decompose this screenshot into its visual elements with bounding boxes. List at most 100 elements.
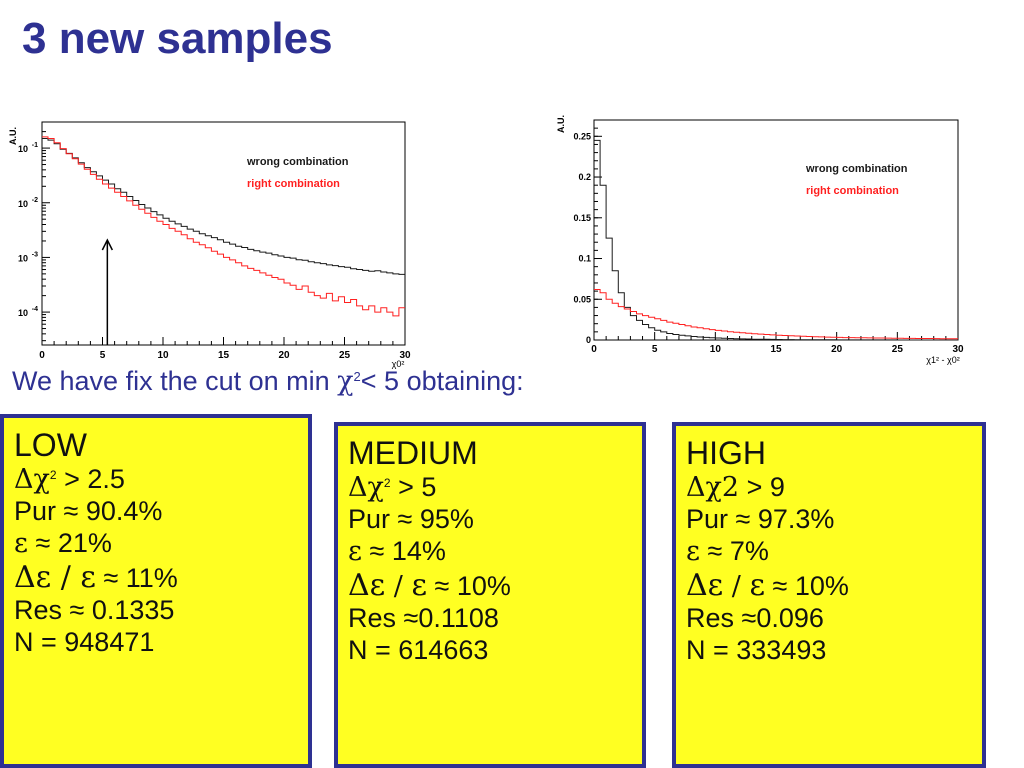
cut-exponent: 2 bbox=[383, 476, 391, 491]
box-purity: Pur ≈ 97.3% bbox=[686, 504, 835, 535]
cut-statement-chi: χ bbox=[337, 366, 354, 397]
legend-entry-wrong: wrong combination bbox=[805, 163, 908, 175]
cut-exponent: 2 bbox=[721, 472, 740, 504]
box-relative-efficiency: Δε / ε ≈ 10% bbox=[686, 568, 972, 603]
box-cut: Δχ2 > 5 bbox=[348, 472, 632, 504]
y-tick-label: 0.15 bbox=[573, 213, 591, 223]
y-tick-exponent: -2 bbox=[32, 197, 38, 204]
slash-symbol: / bbox=[723, 570, 750, 602]
box-cut: Δχ2 > 9 bbox=[686, 472, 972, 504]
low-sample-box: LOW Δχ2 > 2.5 Pur ≈ 90.4% ε ≈ 21% Δε / ε… bbox=[0, 414, 312, 768]
chi-symbol: χ bbox=[705, 472, 722, 504]
y-tick-exponent: -3 bbox=[32, 251, 38, 258]
box-relative-efficiency: Δε / ε ≈ 10% bbox=[348, 568, 632, 603]
box-efficiency: ε ≈ 7% bbox=[686, 536, 972, 568]
y-tick-label: 0.25 bbox=[573, 131, 591, 141]
epsilon-symbol: ε bbox=[348, 536, 362, 568]
efficiency-value: ≈ 7% bbox=[700, 536, 769, 567]
y-tick-label: 10 bbox=[18, 199, 28, 209]
delta-epsilon-symbol: Δε bbox=[686, 567, 724, 603]
y-tick-label: 10 bbox=[18, 308, 28, 318]
high-sample-box: HIGH Δχ2 > 9 Pur ≈ 97.3% ε ≈ 7% Δε / ε ≈… bbox=[672, 422, 986, 768]
y-tick-label: 10 bbox=[18, 253, 28, 263]
x-tick-label: 15 bbox=[218, 350, 230, 361]
delta-epsilon-symbol: Δε bbox=[14, 559, 52, 595]
box-efficiency: ε ≈ 21% bbox=[14, 528, 298, 560]
epsilon-symbol: ε bbox=[749, 567, 766, 603]
epsilon-symbol: ε bbox=[411, 567, 428, 603]
cut-statement-text-after: < 5 obtaining: bbox=[360, 366, 524, 396]
cut-value: > 5 bbox=[390, 472, 437, 503]
x-axis-label: χ0² bbox=[392, 359, 405, 369]
slash-symbol: / bbox=[385, 570, 412, 602]
cut-arrow-head bbox=[101, 238, 114, 251]
y-axis-label: A.U. bbox=[8, 127, 18, 145]
box-label: LOW bbox=[14, 427, 87, 463]
delta-symbol: Δ bbox=[14, 464, 34, 496]
y-tick-exponent: -1 bbox=[32, 142, 38, 149]
y-tick-label: 0.05 bbox=[573, 294, 591, 304]
relative-efficiency-value: ≈ 10% bbox=[765, 570, 849, 601]
x-tick-label: 0 bbox=[39, 350, 45, 361]
box-count: N = 333493 bbox=[686, 635, 827, 666]
plot-frame bbox=[41, 121, 406, 346]
x-tick-label: 20 bbox=[831, 344, 843, 355]
x-tick-label: 30 bbox=[952, 344, 964, 355]
delta-symbol: Δ bbox=[686, 472, 706, 504]
x-tick-label: 5 bbox=[652, 344, 658, 355]
cut-value: > 2.5 bbox=[56, 464, 125, 495]
right-chart-svg: 0 5 10 15 20 25 30 0 0.05 0.1 0.15 0.2 0.25 A.U. χ1² -… bbox=[556, 115, 964, 365]
x-tick-label: 20 bbox=[278, 350, 290, 361]
cut-exponent: 2 bbox=[49, 468, 57, 483]
cut-statement: We have fix the cut on min χ2< 5 obtaini… bbox=[12, 366, 524, 397]
left-chart: 0 5 10 15 20 25 30 10 -1 10 -2 10 -3 10 -4 A.U. χ0² wrong… bbox=[0, 108, 420, 378]
box-count: N = 614663 bbox=[348, 635, 489, 666]
slash-symbol: / bbox=[51, 559, 81, 595]
left-chart-svg: 0 5 10 15 20 25 30 10 -1 10 -2 10 -3 10 -4 A.U. χ0² wrong… bbox=[8, 121, 411, 369]
x-tick-label: 15 bbox=[770, 344, 782, 355]
chi-symbol: χ bbox=[33, 464, 50, 496]
y-tick-label: 10 bbox=[18, 144, 28, 154]
box-purity: Pur ≈ 90.4% bbox=[14, 496, 163, 527]
delta-symbol: Δ bbox=[348, 472, 368, 504]
box-resolution: Res ≈ 0.1335 bbox=[14, 595, 175, 626]
medium-sample-box: MEDIUM Δχ2 > 5 Pur ≈ 95% ε ≈ 14% Δε / ε … bbox=[334, 422, 646, 768]
box-purity: Pur ≈ 95% bbox=[348, 504, 474, 535]
efficiency-value: ≈ 14% bbox=[362, 536, 446, 567]
y-tick-label: 0.1 bbox=[578, 254, 591, 264]
plot-frame bbox=[593, 119, 959, 341]
chi-symbol: χ bbox=[367, 472, 384, 504]
legend-entry-right: right combination bbox=[806, 185, 899, 197]
y-tick-label: 0.2 bbox=[578, 172, 591, 182]
legend-entry-wrong: wrong combination bbox=[246, 156, 349, 168]
cut-statement-exponent: 2 bbox=[353, 369, 361, 384]
x-tick-label: 10 bbox=[710, 344, 722, 355]
box-count: N = 948471 bbox=[14, 627, 155, 658]
relative-efficiency-value: ≈ 10% bbox=[427, 570, 511, 601]
y-axis-label: A.U. bbox=[556, 115, 566, 133]
box-relative-efficiency: Δε / ε ≈ 11% bbox=[14, 560, 298, 595]
x-tick-label: 30 bbox=[399, 350, 411, 361]
y-tick-exponent: -4 bbox=[32, 306, 38, 313]
series-line-right bbox=[594, 289, 958, 340]
box-resolution: Res ≈0.096 bbox=[686, 603, 824, 634]
epsilon-symbol: ε bbox=[14, 528, 28, 560]
efficiency-value: ≈ 21% bbox=[28, 528, 112, 559]
relative-efficiency-value: ≈ 11% bbox=[95, 562, 178, 593]
box-label: HIGH bbox=[686, 435, 766, 471]
box-efficiency: ε ≈ 14% bbox=[348, 536, 632, 568]
series-line-wrong bbox=[594, 139, 958, 341]
y-tick-label: 0 bbox=[586, 335, 591, 345]
delta-epsilon-symbol: Δε bbox=[348, 567, 386, 603]
slide-title: 3 new samples bbox=[22, 14, 333, 63]
x-axis-label: χ1² - χ0² bbox=[926, 355, 959, 365]
box-resolution: Res ≈0.1108 bbox=[348, 603, 499, 634]
epsilon-symbol: ε bbox=[686, 536, 700, 568]
cut-value: > 9 bbox=[739, 472, 785, 503]
cut-statement-text-before: We have fix the cut on min bbox=[12, 366, 338, 396]
x-tick-label: 25 bbox=[892, 344, 904, 355]
epsilon-symbol: ε bbox=[80, 559, 96, 595]
box-label: MEDIUM bbox=[348, 435, 478, 471]
x-tick-label: 10 bbox=[157, 350, 169, 361]
x-tick-label: 0 bbox=[591, 344, 597, 355]
